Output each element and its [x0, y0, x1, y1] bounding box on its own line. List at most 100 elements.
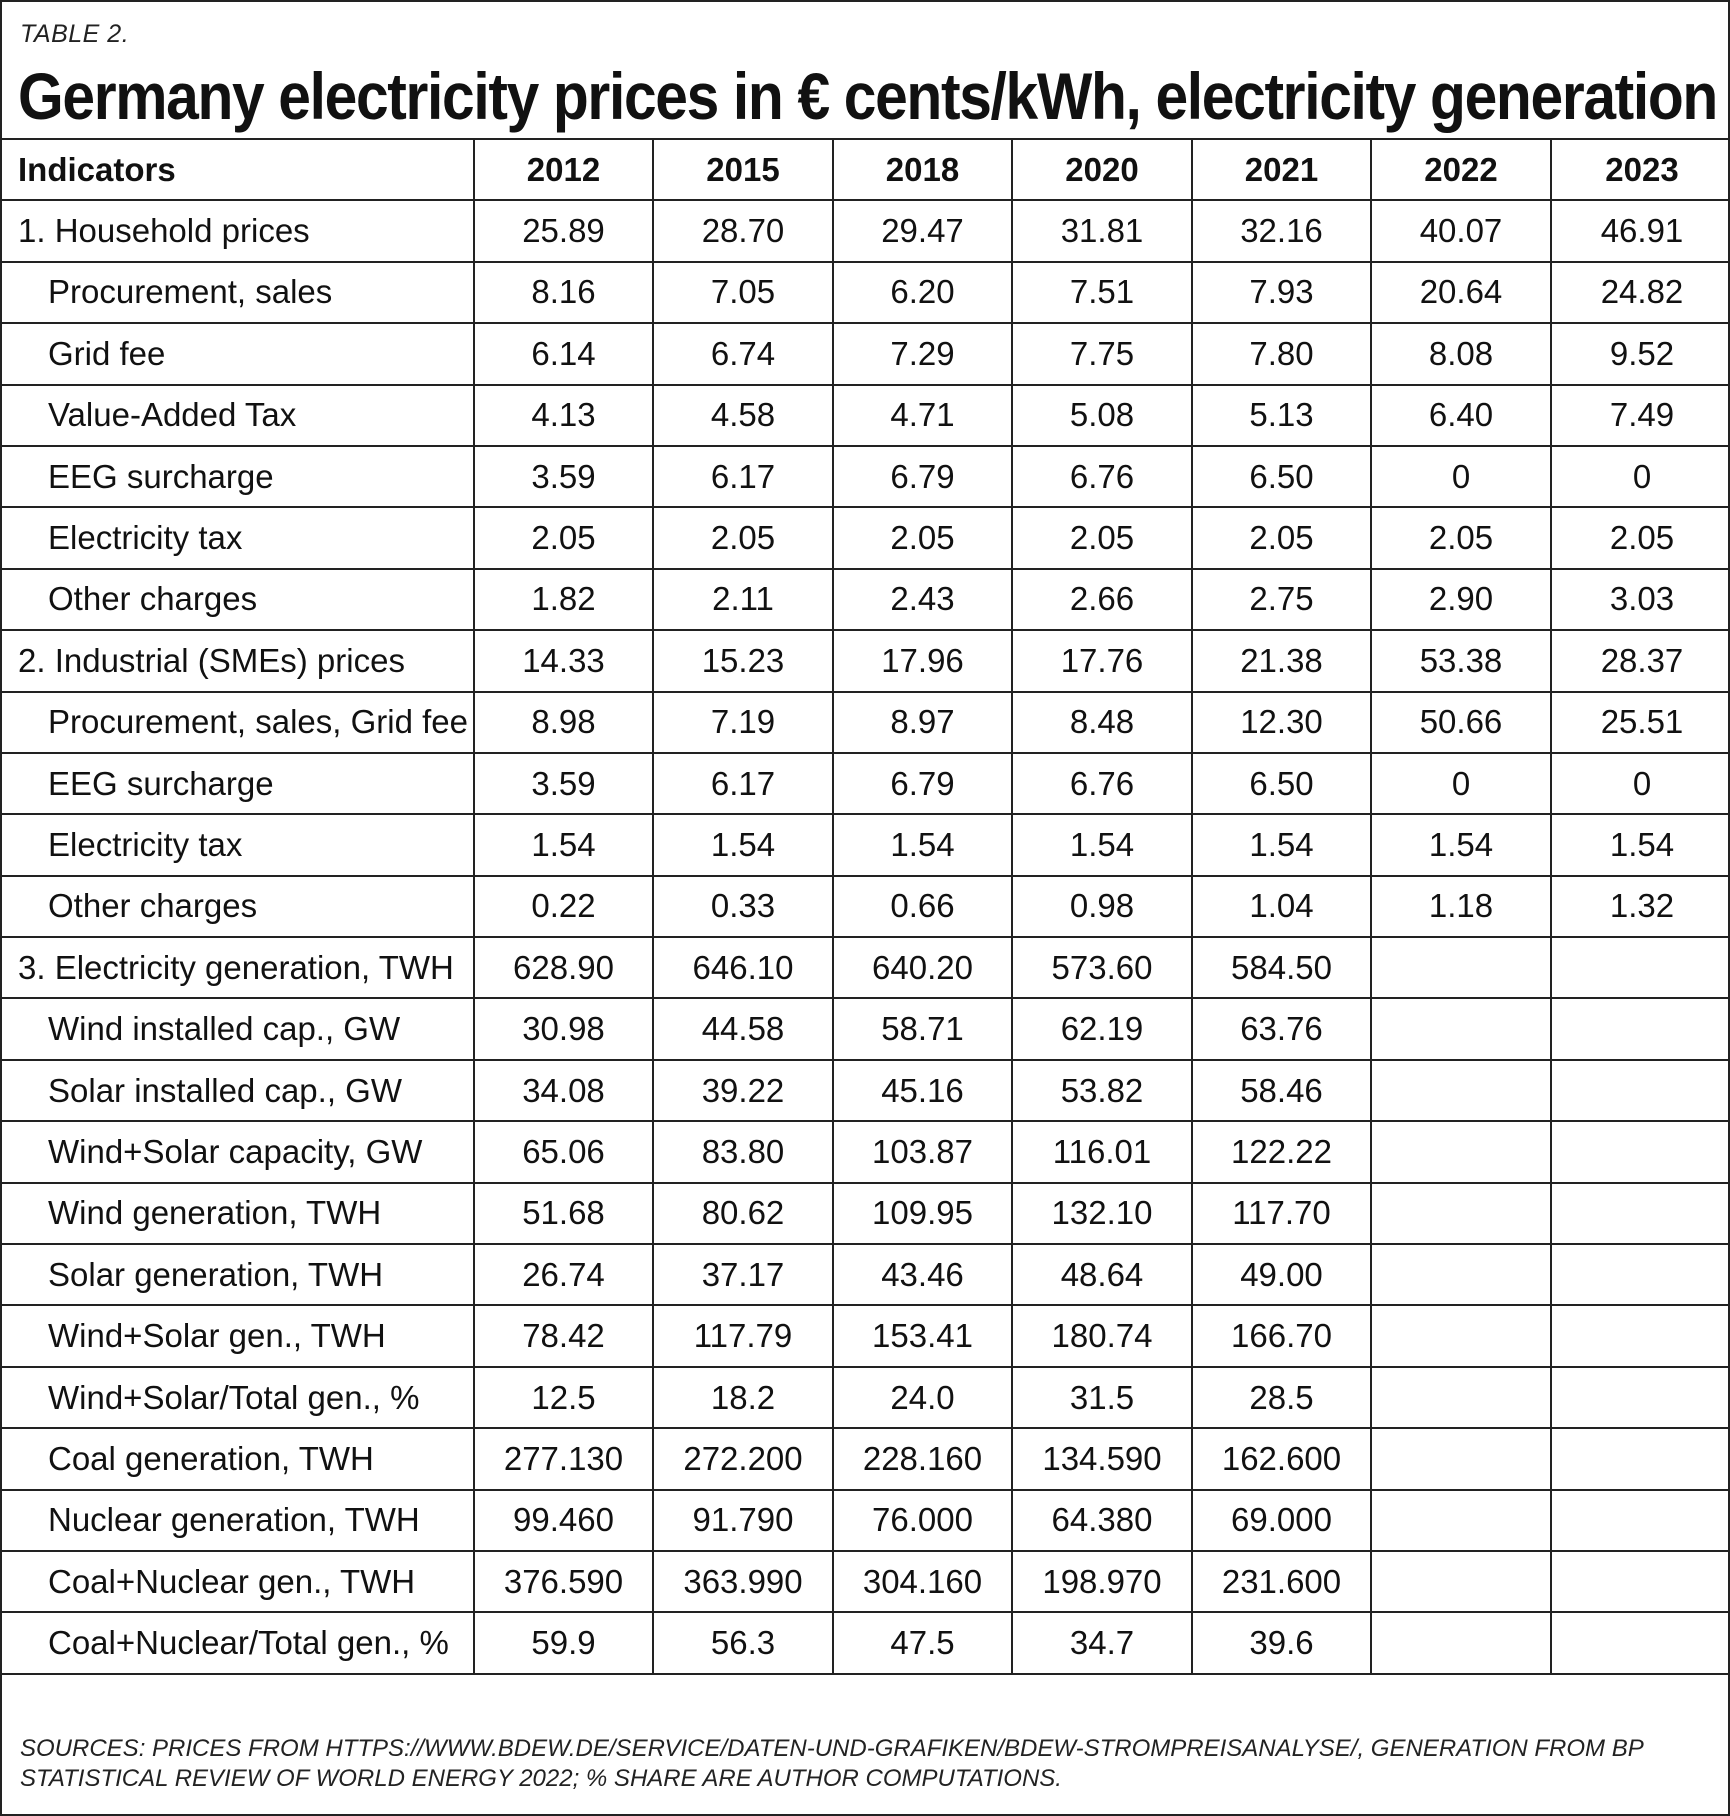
- value-cell: [1550, 997, 1730, 1061]
- table-row: Nuclear generation, TWH 99.460 91.790 76.00…: [2, 1488, 1730, 1552]
- value-cell: [1370, 1058, 1552, 1123]
- value-cell: 573.60: [1011, 936, 1193, 1000]
- value-cell: 4.58: [652, 383, 834, 447]
- value-cell: 7.29: [832, 322, 1013, 386]
- value-cell: 1.54: [1011, 813, 1193, 877]
- table-row: Wind generation, TWH 51.68 80.62 109.95 132.…: [2, 1181, 1730, 1246]
- value-cell: 646.10: [652, 936, 834, 1000]
- data-table: Indicators 2012 2015 2018 2020 2021 2022…: [2, 137, 1730, 1675]
- value-cell: 277.130: [473, 1427, 654, 1491]
- value-cell: [1370, 1427, 1552, 1491]
- value-cell: 0.98: [1011, 874, 1193, 939]
- value-cell: 62.19: [1011, 997, 1193, 1061]
- value-cell: 132.10: [1011, 1181, 1193, 1246]
- value-cell: 8.08: [1370, 322, 1552, 386]
- value-cell: 2.05: [832, 506, 1013, 570]
- row-label: 2. Industrial (SMEs) prices: [2, 629, 475, 693]
- value-cell: 65.06: [473, 1120, 654, 1184]
- value-cell: 103.87: [832, 1120, 1013, 1184]
- value-cell: 91.790: [652, 1488, 834, 1552]
- value-cell: 48.64: [1011, 1243, 1193, 1307]
- value-cell: 7.05: [652, 260, 834, 325]
- value-cell: [1550, 1365, 1730, 1430]
- value-cell: [1370, 1181, 1552, 1246]
- value-cell: 51.68: [473, 1181, 654, 1246]
- value-cell: 116.01: [1011, 1120, 1193, 1184]
- value-cell: [1370, 1611, 1552, 1675]
- value-cell: 40.07: [1370, 199, 1552, 263]
- value-cell: 162.600: [1191, 1427, 1372, 1491]
- value-cell: 1.54: [652, 813, 834, 877]
- value-cell: 117.70: [1191, 1181, 1372, 1246]
- row-label: Electricity tax: [2, 813, 475, 877]
- value-cell: 28.70: [652, 199, 834, 263]
- value-cell: 7.80: [1191, 322, 1372, 386]
- value-cell: 2.11: [652, 567, 834, 632]
- table-row: Grid fee 6.14 6.74 7.29 7.75 7.80 8.08 9.52: [2, 322, 1730, 386]
- value-cell: 5.13: [1191, 383, 1372, 447]
- value-cell: 2.05: [652, 506, 834, 570]
- row-label: Solar generation, TWH: [2, 1243, 475, 1307]
- value-cell: 2.43: [832, 567, 1013, 632]
- table-row: Coal+Nuclear/Total gen., % 59.9 56.3 47.5 34…: [2, 1611, 1730, 1675]
- value-cell: 44.58: [652, 997, 834, 1061]
- value-cell: 0: [1370, 751, 1552, 816]
- header-year: 2015: [652, 137, 834, 202]
- value-cell: [1550, 1120, 1730, 1184]
- row-label: 3. Electricity generation, TWH: [2, 936, 475, 1000]
- header-row: Indicators 2012 2015 2018 2020 2021 2022…: [2, 137, 1730, 202]
- value-cell: 6.50: [1191, 444, 1372, 509]
- value-cell: [1370, 997, 1552, 1061]
- table-row: Solar installed cap., GW 34.08 39.22 45.16 5…: [2, 1058, 1730, 1123]
- value-cell: 231.600: [1191, 1549, 1372, 1614]
- value-cell: 64.380: [1011, 1488, 1193, 1552]
- row-label: Coal generation, TWH: [2, 1427, 475, 1491]
- value-cell: 9.52: [1550, 322, 1730, 386]
- value-cell: 1.04: [1191, 874, 1372, 939]
- table-body: 1. Household prices 25.89 28.70 29.47 31.81 3…: [2, 199, 1730, 1675]
- value-cell: 1.54: [473, 813, 654, 877]
- value-cell: [1370, 936, 1552, 1000]
- value-cell: 37.17: [652, 1243, 834, 1307]
- value-cell: 1.82: [473, 567, 654, 632]
- value-cell: 14.33: [473, 629, 654, 693]
- value-cell: 2.05: [1191, 506, 1372, 570]
- row-label: EEG surcharge: [2, 751, 475, 816]
- table-row: 2. Industrial (SMEs) prices 14.33 15.23 17.…: [2, 629, 1730, 693]
- table-row: Value-Added Tax 4.13 4.58 4.71 5.08 5.13 6.40 7…: [2, 383, 1730, 447]
- value-cell: 363.990: [652, 1549, 834, 1614]
- value-cell: 117.79: [652, 1304, 834, 1368]
- value-cell: 5.08: [1011, 383, 1193, 447]
- value-cell: 15.23: [652, 629, 834, 693]
- value-cell: 69.000: [1191, 1488, 1372, 1552]
- value-cell: 2.05: [1370, 506, 1552, 570]
- value-cell: 180.74: [1011, 1304, 1193, 1368]
- value-cell: 6.17: [652, 444, 834, 509]
- value-cell: [1370, 1365, 1552, 1430]
- value-cell: 2.90: [1370, 567, 1552, 632]
- value-cell: 6.74: [652, 322, 834, 386]
- source-note: SOURCES: PRICES FROM HTTPS://WWW.BDEW.DE…: [20, 1735, 1643, 1792]
- value-cell: 122.22: [1191, 1120, 1372, 1184]
- value-cell: [1370, 1120, 1552, 1184]
- value-cell: 7.49: [1550, 383, 1730, 447]
- value-cell: 78.42: [473, 1304, 654, 1368]
- row-label: Electricity tax: [2, 506, 475, 570]
- row-label: Nuclear generation, TWH: [2, 1488, 475, 1552]
- value-cell: 20.64: [1370, 260, 1552, 325]
- value-cell: 63.76: [1191, 997, 1372, 1061]
- value-cell: 28.5: [1191, 1365, 1372, 1430]
- value-cell: 228.160: [832, 1427, 1013, 1491]
- value-cell: 7.93: [1191, 260, 1372, 325]
- table-row: Coal generation, TWH 277.130 272.200 228.16…: [2, 1427, 1730, 1491]
- value-cell: 32.16: [1191, 199, 1372, 263]
- row-label: Wind+Solar/Total gen., %: [2, 1365, 475, 1430]
- value-cell: 7.51: [1011, 260, 1193, 325]
- value-cell: 109.95: [832, 1181, 1013, 1246]
- value-cell: 46.91: [1550, 199, 1730, 263]
- table-row: EEG surcharge 3.59 6.17 6.79 6.76 6.50 0 0: [2, 751, 1730, 816]
- row-label: Wind+Solar capacity, GW: [2, 1120, 475, 1184]
- table-row: Wind+Solar gen., TWH 78.42 117.79 153.41 180…: [2, 1304, 1730, 1368]
- header-year: 2012: [473, 137, 654, 202]
